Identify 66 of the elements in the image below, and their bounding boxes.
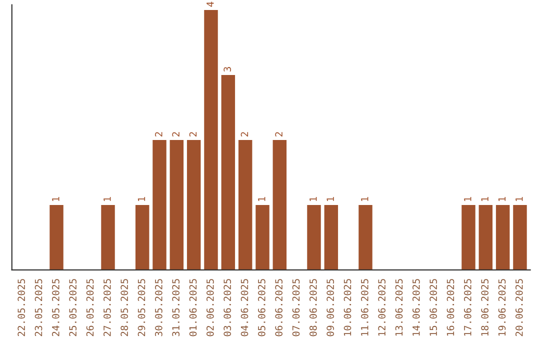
x-tick-label: 19.06.2025 xyxy=(498,279,506,336)
data-label: 1 xyxy=(464,196,472,202)
x-tick-label: 29.05.2025 xyxy=(138,279,146,336)
x-tick-label: 31.05.2025 xyxy=(172,279,180,336)
x-tick-label: 23.05.2025 xyxy=(34,279,42,336)
bar xyxy=(272,140,287,270)
data-label: 2 xyxy=(154,132,162,136)
x-tick-label: 27.05.2025 xyxy=(104,279,111,336)
x-tick-label: 06.06.2025 xyxy=(275,279,283,336)
data-label: 1 xyxy=(516,196,523,202)
x-tick-label: 20.06.2025 xyxy=(515,279,523,336)
bar xyxy=(204,10,218,270)
bar xyxy=(324,204,338,270)
x-tick-label: 15.06.2025 xyxy=(430,279,437,336)
bar xyxy=(50,204,64,270)
x-tick-label: 22.05.2025 xyxy=(18,279,26,336)
bar xyxy=(496,204,510,270)
data-label: 1 xyxy=(52,196,60,202)
x-tick-label: 08.06.2025 xyxy=(309,279,317,336)
bar xyxy=(135,204,150,270)
x-tick-label: 28.05.2025 xyxy=(120,279,128,336)
data-label: 1 xyxy=(138,196,146,202)
x-tick-label: 14.06.2025 xyxy=(412,279,420,336)
bar xyxy=(186,140,201,270)
x-tick-label: 11.06.2025 xyxy=(360,279,368,336)
x-tick-label: 01.06.2025 xyxy=(189,279,197,336)
bar xyxy=(358,204,372,270)
bar xyxy=(170,140,184,270)
x-tick-label: 17.06.2025 xyxy=(464,279,472,336)
bar xyxy=(513,204,527,270)
data-label: 1 xyxy=(361,196,368,202)
data-label: 4 xyxy=(206,2,214,7)
data-label: 2 xyxy=(189,132,197,136)
x-tick-label: 24.05.2025 xyxy=(52,279,60,336)
data-label: 2 xyxy=(275,132,282,136)
data-label: 1 xyxy=(498,196,506,202)
x-tick-label: 30.05.2025 xyxy=(154,279,162,336)
data-label: 2 xyxy=(240,132,248,136)
bar xyxy=(307,204,321,270)
x-tick-label: 25.05.2025 xyxy=(69,279,77,336)
x-tick-label: 18.06.2025 xyxy=(481,279,488,336)
bar xyxy=(221,74,236,270)
x-tick-label: 05.06.2025 xyxy=(258,279,266,336)
x-tick-label: 03.06.2025 xyxy=(224,279,232,336)
x-tick-label: 12.06.2025 xyxy=(378,279,386,336)
x-tick-label: 26.05.2025 xyxy=(86,279,94,336)
x-tick-label: 02.06.2025 xyxy=(206,279,214,336)
bar xyxy=(462,204,476,270)
x-tick-label: 10.06.2025 xyxy=(344,279,352,336)
data-label: 1 xyxy=(258,196,266,202)
bar xyxy=(101,204,115,270)
bar xyxy=(152,140,166,270)
x-tick-label: 13.06.2025 xyxy=(395,279,403,336)
data-label: 1 xyxy=(104,196,111,202)
bar xyxy=(478,204,493,270)
x-tick-label: 16.06.2025 xyxy=(446,279,454,336)
data-label: 1 xyxy=(481,196,488,202)
x-tick-label: 07.06.2025 xyxy=(292,279,300,336)
data-label: 2 xyxy=(172,132,180,136)
bar xyxy=(238,140,252,270)
data-label: 1 xyxy=(310,196,317,202)
data-label: 1 xyxy=(326,196,334,202)
bar xyxy=(256,204,270,270)
data-label: 3 xyxy=(224,67,232,72)
x-tick-label: 04.06.2025 xyxy=(240,279,248,336)
x-tick-label: 09.06.2025 xyxy=(326,279,334,336)
